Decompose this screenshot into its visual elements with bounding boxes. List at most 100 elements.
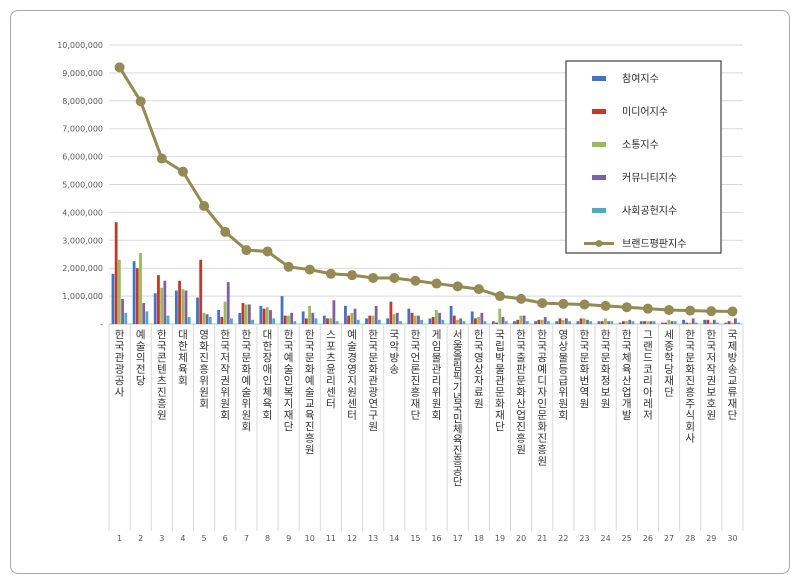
bar-5-9 [293, 321, 297, 324]
legend-label-2: 미디어지수 [622, 106, 668, 118]
bar-3-25 [625, 321, 628, 324]
bar-1-1 [111, 273, 115, 324]
line-point-18 [473, 284, 484, 295]
bar-4-21 [543, 317, 547, 324]
line-point-19 [494, 291, 505, 302]
bar-5-25 [631, 321, 635, 324]
category-number-4: 4 [180, 534, 185, 543]
legend-marker [595, 240, 603, 247]
bar-5-1 [124, 312, 128, 324]
bar-3-5 [202, 312, 206, 324]
bar-5-3 [166, 315, 170, 324]
bar-5-18 [483, 321, 487, 324]
bar-2-9 [283, 315, 287, 324]
bar-1-12 [344, 305, 347, 324]
legend-swatch-5 [592, 208, 606, 213]
y-tick-label: 9,000,000 [62, 69, 103, 78]
bar-4-4 [184, 290, 188, 324]
bar-3-16 [434, 310, 438, 324]
bar-1-14 [386, 318, 390, 324]
line-point-29 [706, 306, 717, 317]
legend-label-6: 브랜드평판지수 [622, 238, 686, 250]
bar-5-13 [377, 319, 381, 324]
bar-5-30 [737, 322, 741, 324]
bar-4-30 [734, 318, 737, 324]
bar-2-22 [558, 318, 562, 324]
bar-3-15 [413, 315, 417, 324]
bar-2-10 [304, 318, 308, 324]
bar-3-21 [540, 319, 544, 324]
bar-5-26 [652, 321, 656, 324]
line-point-8 [262, 246, 273, 257]
bar-5-8 [272, 318, 276, 324]
bar-1-28 [682, 319, 685, 324]
bar-1-30 [724, 322, 728, 324]
bar-5-15 [420, 319, 424, 324]
bar-5-11 [335, 321, 339, 324]
chart-frame: - 1,000,000 2,000,000 3,000,000 4,000,000 5,0… [10, 10, 790, 574]
legend-swatch-2 [592, 109, 606, 114]
category-number-28: 28 [685, 534, 695, 543]
category-number-1: 1 [117, 534, 122, 543]
bar-3-22 [561, 319, 565, 324]
bar-1-11 [322, 315, 326, 324]
legend-swatch-1 [592, 76, 606, 81]
legend-swatch-3 [592, 142, 606, 147]
bar-1-13 [365, 318, 368, 324]
line-point-21 [537, 298, 548, 309]
bar-4-19 [501, 317, 505, 324]
bar-5-20 [525, 321, 529, 324]
line-point-26 [642, 303, 653, 314]
bar-4-12 [353, 308, 357, 324]
bar-4-7 [247, 304, 251, 324]
bar-1-4 [174, 290, 178, 324]
y-tick-label: 8,000,000 [62, 97, 103, 106]
bar-2-2 [135, 268, 139, 324]
bar-2-28 [685, 322, 689, 324]
line-point-4 [177, 166, 188, 177]
line-point-10 [304, 264, 315, 275]
line-point-20 [516, 293, 527, 304]
category-number-25: 25 [622, 534, 632, 543]
x-axis: 한 국 관 광 공 사 1 예 술 의 전 당 2 한 국 콘 텐 츠 진 흥 원 3 대 한 체 육 회 4 영 화 진 흥 위 원 회 5 한 국 저 작… [108, 324, 744, 543]
line-point-5 [199, 200, 210, 211]
bar-2-23 [579, 318, 583, 324]
bar-1-27 [661, 322, 664, 324]
category-number-29: 29 [706, 534, 716, 543]
category-number-22: 22 [558, 534, 568, 543]
bar-2-15 [410, 312, 414, 324]
bar-2-12 [347, 315, 351, 324]
bar-4-15 [417, 315, 420, 324]
bar-2-19 [495, 322, 498, 324]
category-number-18: 18 [474, 534, 484, 543]
y-tick-label: - [100, 320, 103, 329]
bar-4-9 [290, 312, 294, 324]
bar-1-7 [238, 312, 242, 324]
category-number-12: 12 [347, 534, 357, 543]
category-number-19: 19 [495, 534, 505, 543]
bar-5-19 [504, 321, 508, 324]
bar-1-15 [407, 308, 411, 324]
bar-3-23 [582, 318, 586, 324]
bar-5-24 [610, 321, 614, 324]
bar-2-18 [474, 318, 477, 324]
legend-label-5: 사회공헌지수 [622, 205, 677, 217]
bar-1-2 [132, 261, 136, 324]
line-point-13 [368, 272, 379, 283]
bar-2-26 [643, 321, 646, 324]
line-point-7 [241, 245, 252, 256]
line-point-2 [135, 96, 146, 107]
legend-label-3: 소통지수 [622, 139, 659, 151]
bar-5-14 [399, 321, 402, 324]
line-series-group [114, 62, 738, 317]
bar-1-24 [597, 321, 601, 324]
bar-3-9 [287, 315, 290, 324]
legend-box [565, 60, 722, 254]
line-point-27 [664, 305, 675, 316]
bar-5-22 [568, 321, 571, 324]
